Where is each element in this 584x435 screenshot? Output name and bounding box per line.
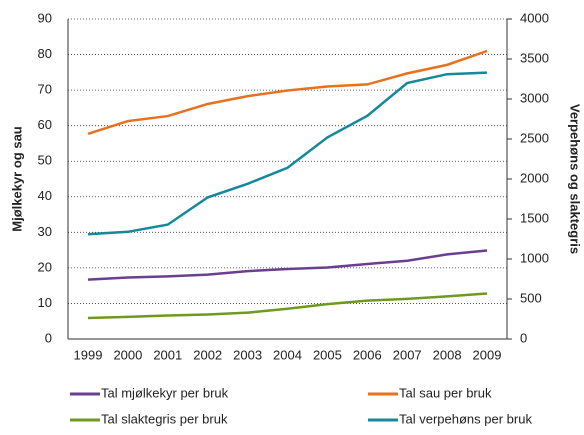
series-line — [87, 71, 488, 236]
legend-label: Tal sau per bruk — [399, 385, 492, 400]
x-tick-label: 1999 — [74, 347, 103, 362]
y2-axis-label: Verpehøns og slaktegris — [568, 104, 583, 254]
series-line — [87, 292, 488, 320]
y-tick-label: 40 — [38, 188, 52, 203]
legend-label: Tal verpehøns per bruk — [399, 411, 532, 426]
x-tick-label: 2009 — [473, 347, 502, 362]
legend-label: Tal slaktegris per bruk — [101, 411, 228, 426]
x-tick-label: 2002 — [193, 347, 222, 362]
y-tick-label: 60 — [38, 117, 52, 132]
y2-tick-label: 3500 — [520, 50, 549, 65]
x-tick-label: 2005 — [313, 347, 342, 362]
x-tick-label: 2004 — [273, 347, 302, 362]
y-tick-label: 30 — [38, 224, 52, 239]
y-tick-label: 0 — [45, 330, 52, 345]
series-line — [87, 49, 488, 136]
x-tick-label: 2003 — [233, 347, 262, 362]
y2-tick-label: 500 — [520, 290, 542, 305]
y-tick-label: 10 — [38, 295, 52, 310]
y-tick-label: 20 — [38, 259, 52, 274]
y-tick-label: 70 — [38, 82, 52, 97]
y2-tick-label: 2000 — [520, 170, 549, 185]
y-tick-label: 80 — [38, 46, 52, 61]
x-tick-label: 2007 — [393, 347, 422, 362]
x-tick-label: 2001 — [153, 347, 182, 362]
x-tick-label: 2000 — [113, 347, 142, 362]
y-tick-label: 50 — [38, 153, 52, 168]
x-tick-label: 2006 — [353, 347, 382, 362]
series-line — [87, 249, 488, 281]
y2-tick-label: 0 — [520, 330, 527, 345]
y2-tick-label: 3000 — [520, 90, 549, 105]
y-axis-label: Mjølkekyr og sau — [9, 126, 24, 232]
y-tick-label: 90 — [38, 10, 52, 25]
y2-tick-label: 2500 — [520, 130, 549, 145]
legend-label: Tal mjølkekyr per bruk — [101, 385, 229, 400]
y2-tick-label: 4000 — [520, 10, 549, 25]
y2-tick-label: 1500 — [520, 210, 549, 225]
x-tick-label: 2008 — [433, 347, 462, 362]
y2-tick-label: 1000 — [520, 250, 549, 265]
